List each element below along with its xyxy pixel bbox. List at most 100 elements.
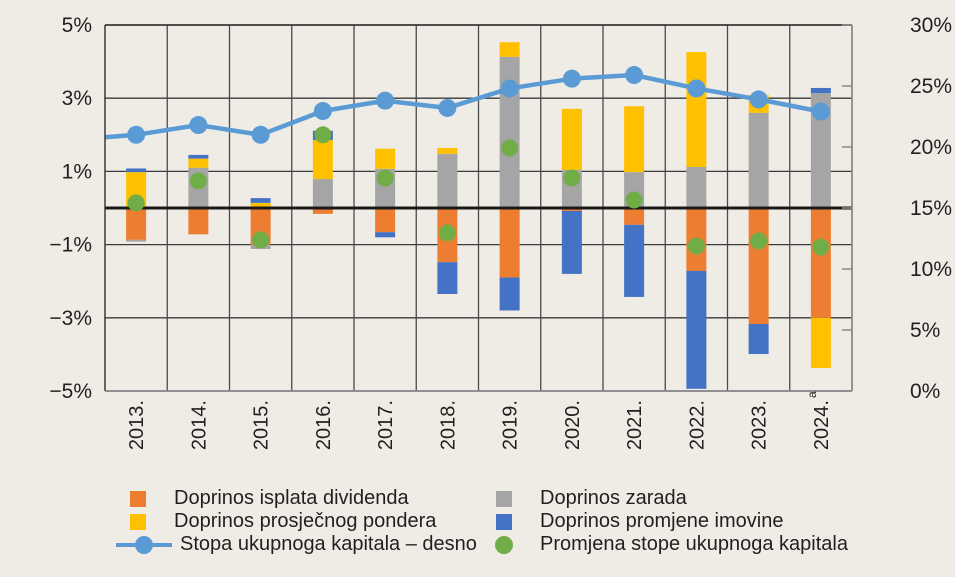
rate-change-point (314, 126, 332, 144)
x-tick-label: 2020. (562, 400, 584, 450)
rate-change-point (501, 139, 519, 157)
capital-rate-point (625, 66, 644, 85)
rate-change-point (189, 172, 207, 190)
x-tick-label: 2018. (437, 400, 459, 450)
y-right-tick-label: 0% (910, 380, 940, 403)
legend-item-capital-rate: Stopa ukupnoga kapitala – desno (116, 533, 477, 556)
capital-rate-line (104, 72, 822, 140)
y-right-tick-label: 20% (910, 136, 952, 159)
x-tick-label: 2023. (749, 400, 771, 450)
bar-segment (810, 93, 831, 208)
y-right-tick-label: 30% (910, 14, 952, 37)
capital-rate-point (811, 102, 830, 121)
x-tick-label: 2017. (375, 400, 397, 450)
bar-segment (437, 153, 458, 208)
capital-rate-point (376, 91, 395, 110)
rate-change-point (438, 224, 456, 242)
legend-line-marker-icon (116, 535, 172, 554)
bar-segment (375, 208, 396, 233)
legend-label: Doprinos promjene imovine (540, 510, 784, 532)
legend-item-assets: Doprinos promjene imovine (476, 510, 848, 533)
bar-segment (748, 208, 769, 325)
bar-segment (437, 147, 458, 154)
rate-change-point (687, 237, 705, 255)
y-left-tick-label: −3% (49, 307, 92, 330)
bar-segment (748, 112, 769, 208)
bar-segment (624, 224, 645, 297)
y-left-tick-label: 3% (62, 87, 92, 110)
bar-segment (686, 167, 707, 208)
bar-segment (437, 262, 458, 295)
bar-segment (810, 87, 831, 94)
legend-swatch-earnings (496, 490, 512, 507)
bar-segment (126, 168, 147, 173)
bar-segment (499, 42, 520, 57)
legend-label: Promjena stope ukupnoga kapitala (540, 533, 848, 555)
y-left-tick-label: −1% (49, 234, 92, 257)
bar-segment (686, 52, 707, 168)
bar-segment (188, 154, 209, 159)
legend-left: Doprinos isplata dividenda Doprinos pros… (110, 487, 477, 556)
x-tick-label: 2015. (251, 400, 273, 450)
tick-labels: 5% 3% 1% −1% −3% −5% 30% 25% 20% 15% 10% 5% 0% 2013. 2… (49, 14, 952, 450)
y-right-tick-label: 15% (910, 197, 952, 220)
bar-segment (624, 106, 645, 173)
line-series (104, 66, 830, 144)
legend-item-dividends: Doprinos isplata dividenda (110, 487, 477, 510)
bar-segment (561, 210, 582, 274)
rate-change-point (252, 231, 270, 249)
legend-label: Doprinos isplata dividenda (174, 487, 409, 509)
rate-change-point (625, 191, 643, 209)
bar-segment (810, 208, 831, 318)
y-right-tick-label: 5% (910, 319, 940, 342)
capital-rate-point (438, 98, 457, 117)
capital-rate-point (500, 79, 519, 98)
x-tick-label: 2022. (686, 400, 708, 450)
bar-segment (375, 232, 396, 238)
capital-rate-point (562, 69, 581, 88)
x-tick-label: 2014. (188, 400, 210, 450)
bar-segment (126, 208, 147, 240)
x-tick-label: 2016. (313, 400, 335, 450)
scatter-series (127, 126, 830, 256)
capital-rate-point (189, 116, 208, 135)
legend-item-rate-change: Promjena stope ukupnoga kapitala (476, 533, 848, 556)
bar-segment (748, 324, 769, 355)
x-tick-superscript: a (805, 391, 819, 398)
capital-rate-point (251, 125, 270, 144)
rate-change-point (376, 169, 394, 187)
legend-label: Doprinos zarada (540, 487, 687, 509)
bar-segment (375, 148, 396, 169)
y-left-tick-label: −5% (49, 380, 92, 403)
legend-swatch-dividends (130, 490, 146, 507)
rate-change-point (563, 169, 581, 187)
x-tick-label: 2013. (126, 400, 148, 450)
legend-label: Stopa ukupnoga kapitala – desno (180, 533, 477, 555)
y-right-tick-label: 10% (910, 258, 952, 281)
capital-rate-point (749, 90, 768, 109)
bar-segment (188, 208, 209, 235)
bar-segment (810, 317, 831, 368)
y-left-tick-label: 5% (62, 14, 92, 37)
x-tick-label: 2019. (500, 400, 522, 450)
bar-segment (250, 202, 271, 208)
axes (104, 24, 853, 392)
rate-change-point (127, 194, 145, 212)
legend-right: Doprinos zarada Doprinos promjene imovin… (476, 487, 848, 556)
bar-segment (561, 108, 582, 170)
legend-item-earnings: Doprinos zarada (476, 487, 848, 510)
capital-rate-point (127, 125, 146, 144)
bar-segment (686, 270, 707, 389)
y-right-tick-label: 25% (910, 75, 952, 98)
rate-change-point (812, 238, 830, 256)
legend-swatch-assets (496, 513, 512, 530)
bar-segment (624, 208, 645, 225)
bar-segment (499, 208, 520, 278)
bar-segment (250, 198, 271, 203)
legend-dot-rate-change (495, 535, 513, 554)
bar-segment (126, 239, 147, 242)
x-tick-label: 2021. (624, 400, 646, 450)
bar-segment (312, 139, 333, 180)
capital-rate-point (313, 102, 332, 121)
bar-segment (312, 179, 333, 208)
